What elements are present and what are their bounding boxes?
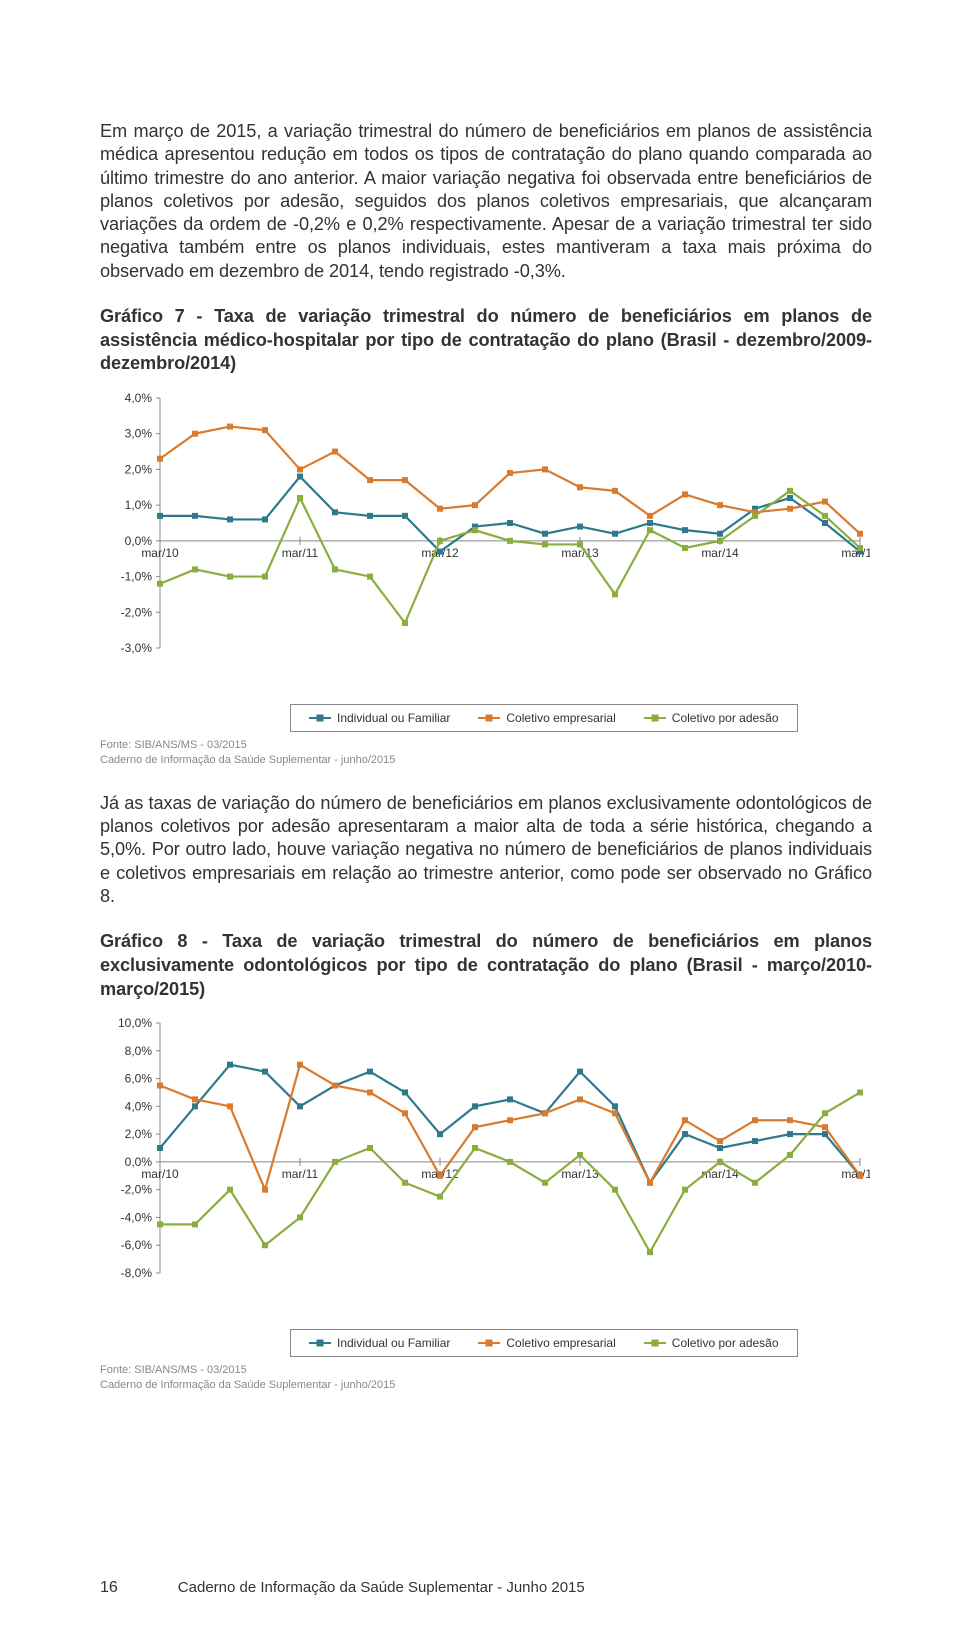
svg-text:-1,0%: -1,0%: [121, 570, 153, 584]
svg-text:-2,0%: -2,0%: [121, 1183, 153, 1197]
legend-swatch-orange: [478, 717, 500, 720]
svg-text:4,0%: 4,0%: [125, 391, 153, 405]
svg-text:mar/11: mar/11: [282, 546, 319, 560]
legend-label: Coletivo por adesão: [672, 711, 779, 725]
svg-text:6,0%: 6,0%: [125, 1072, 153, 1086]
svg-text:2,0%: 2,0%: [125, 462, 153, 476]
chart-7: -3,0%-2,0%-1,0%0,0%1,0%2,0%3,0%4,0%mar/1…: [100, 388, 870, 688]
legend-swatch-blue: [309, 1342, 331, 1345]
source-line: Fonte: SIB/ANS/MS - 03/2015: [100, 1363, 872, 1378]
legend-swatch-orange: [478, 1342, 500, 1345]
paragraph-2: Já as taxas de variação do número de ben…: [100, 792, 872, 908]
source-line: Caderno de Informação da Saúde Suplement…: [100, 1378, 872, 1393]
svg-text:1,0%: 1,0%: [125, 498, 153, 512]
legend-swatch-green: [644, 717, 666, 720]
svg-text:3,0%: 3,0%: [125, 427, 153, 441]
chart-8-legend: Individual ou Familiar Coletivo empresar…: [290, 1329, 798, 1357]
footer-title: Caderno de Informação da Saúde Suplement…: [178, 1579, 585, 1596]
svg-text:mar/10: mar/10: [141, 546, 179, 560]
legend-swatch-blue: [309, 717, 331, 720]
page-footer: 16 Caderno de Informação da Saúde Suplem…: [100, 1579, 872, 1597]
svg-text:4,0%: 4,0%: [125, 1100, 153, 1114]
legend-swatch-green: [644, 1342, 666, 1345]
legend-label: Coletivo empresarial: [506, 1336, 615, 1350]
svg-text:mar/10: mar/10: [141, 1167, 179, 1181]
svg-text:-4,0%: -4,0%: [121, 1211, 153, 1225]
svg-text:mar/13: mar/13: [561, 546, 599, 560]
legend-label: Coletivo empresarial: [506, 711, 615, 725]
svg-text:-8,0%: -8,0%: [121, 1266, 153, 1280]
chart-8-title: Gráfico 8 - Taxa de variação trimestral …: [100, 930, 872, 1001]
svg-text:2,0%: 2,0%: [125, 1127, 153, 1141]
page-number: 16: [100, 1579, 118, 1597]
legend-label: Individual ou Familiar: [337, 1336, 450, 1350]
chart-8-source: Fonte: SIB/ANS/MS - 03/2015 Caderno de I…: [100, 1363, 872, 1393]
chart-7-svg: -3,0%-2,0%-1,0%0,0%1,0%2,0%3,0%4,0%mar/1…: [100, 388, 870, 688]
chart-7-title: Gráfico 7 - Taxa de variação trimestral …: [100, 305, 872, 376]
legend-label: Individual ou Familiar: [337, 711, 450, 725]
svg-text:-3,0%: -3,0%: [121, 641, 153, 655]
legend-label: Coletivo por adesão: [672, 1336, 779, 1350]
chart-8: -8,0%-6,0%-4,0%-2,0%0,0%2,0%4,0%6,0%8,0%…: [100, 1013, 870, 1313]
source-line: Fonte: SIB/ANS/MS - 03/2015: [100, 738, 872, 753]
svg-text:-6,0%: -6,0%: [121, 1238, 153, 1252]
chart-8-svg: -8,0%-6,0%-4,0%-2,0%0,0%2,0%4,0%6,0%8,0%…: [100, 1013, 870, 1313]
svg-text:10,0%: 10,0%: [118, 1016, 152, 1030]
paragraph-1: Em março de 2015, a variação trimestral …: [100, 120, 872, 283]
svg-text:-2,0%: -2,0%: [121, 605, 153, 619]
svg-text:8,0%: 8,0%: [125, 1044, 153, 1058]
svg-text:mar/14: mar/14: [701, 546, 739, 560]
chart-7-source: Fonte: SIB/ANS/MS - 03/2015 Caderno de I…: [100, 738, 872, 768]
source-line: Caderno de Informação da Saúde Suplement…: [100, 753, 872, 768]
svg-text:mar/11: mar/11: [282, 1167, 319, 1181]
chart-7-legend: Individual ou Familiar Coletivo empresar…: [290, 704, 798, 732]
